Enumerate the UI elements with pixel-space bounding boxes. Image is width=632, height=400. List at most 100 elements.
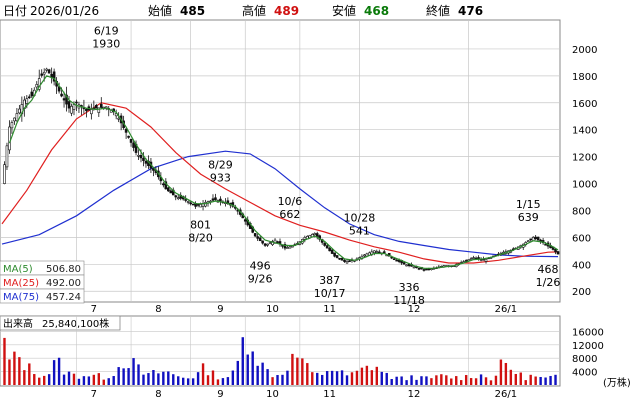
- volume-bar: [226, 377, 230, 385]
- candle: [186, 200, 190, 205]
- annotation-value: 801: [190, 218, 211, 231]
- candle-down: [28, 96, 31, 99]
- volume-bar: [82, 376, 86, 385]
- volume-bar: [380, 371, 383, 385]
- annotation-date: 1/15: [516, 198, 541, 211]
- candle-up: [526, 240, 530, 243]
- legend-box: [0, 288, 85, 304]
- volume-bar: [395, 376, 398, 385]
- volume-bar: [291, 353, 294, 385]
- candle-down: [253, 233, 257, 237]
- candle: [189, 200, 192, 206]
- candle-up: [313, 233, 317, 236]
- annotation-value: 639: [518, 211, 539, 224]
- candle: [167, 186, 170, 192]
- candle: [343, 259, 346, 263]
- annotation-date: 6/19: [94, 24, 119, 37]
- volume-bar: [52, 360, 56, 385]
- candle-down: [132, 142, 135, 148]
- volume-bar: [107, 378, 110, 385]
- candle: [373, 250, 376, 256]
- candle-up: [199, 204, 202, 208]
- candle: [253, 233, 257, 238]
- annotation-date: 1/26: [536, 276, 561, 289]
- annotation-value: 933: [210, 172, 231, 185]
- price-tick-label: 2000: [572, 45, 597, 56]
- volume-month-label: 10: [266, 389, 279, 400]
- candle: [556, 250, 560, 255]
- volume-bar: [256, 365, 259, 385]
- volume-grid: [0, 316, 560, 386]
- volume-bar: [544, 377, 547, 385]
- volume-bar: [72, 373, 76, 385]
- candle: [169, 189, 173, 194]
- open-label: 始値: [148, 3, 172, 18]
- candle: [266, 243, 269, 247]
- candle-down: [534, 236, 537, 240]
- candle-down: [276, 241, 279, 243]
- candle-up: [137, 154, 140, 157]
- month-label: 11: [323, 304, 336, 315]
- candle: [261, 240, 264, 245]
- volume-bar: [157, 373, 160, 385]
- volume-bar: [97, 373, 101, 385]
- close-value: 476: [458, 4, 483, 18]
- candle-down: [142, 157, 145, 161]
- volume-bar: [410, 375, 413, 385]
- annotation-value: 387: [319, 274, 340, 287]
- candle-up: [288, 246, 292, 249]
- volume-bar: [400, 376, 403, 385]
- price-tick-label: 1800: [572, 72, 597, 83]
- candle-up: [286, 247, 289, 249]
- volume-bar: [117, 367, 120, 385]
- candle-down: [392, 258, 396, 261]
- candle: [335, 255, 339, 259]
- annotation-date: 11/18: [393, 294, 425, 307]
- candle: [30, 87, 34, 99]
- volume-bar: [489, 380, 493, 385]
- volume-bar: [77, 378, 81, 385]
- legend-item: MA(5) 506.80: [0, 260, 85, 276]
- candle: [129, 138, 133, 147]
- volume-bar: [216, 379, 220, 385]
- candle: [3, 161, 6, 185]
- volume-month-label: 8: [155, 389, 161, 400]
- candle: [405, 264, 408, 267]
- candle-up: [42, 71, 46, 75]
- volume-bar: [455, 376, 458, 385]
- candle: [258, 236, 262, 242]
- high-label: 高値: [242, 3, 266, 18]
- volume-bar: [311, 372, 314, 385]
- candle: [526, 240, 530, 243]
- candle-down: [417, 267, 421, 270]
- volume-bar: [246, 354, 249, 385]
- legend-label: MA(25): [3, 278, 39, 289]
- annotation-value: 496: [250, 259, 271, 272]
- volume-bar: [122, 368, 125, 385]
- candle: [464, 259, 468, 262]
- volume-bar: [186, 378, 190, 385]
- volume-bar: [529, 374, 532, 385]
- candle-down: [214, 197, 217, 200]
- volume-bar: [142, 374, 145, 385]
- candle: [40, 69, 44, 78]
- candle-up: [176, 197, 180, 199]
- candle-down: [127, 135, 130, 138]
- candle-up: [15, 113, 19, 122]
- volume-bar: [534, 376, 537, 385]
- candle-down: [256, 236, 259, 239]
- candle-up: [97, 107, 101, 113]
- volume-bar: [440, 374, 443, 385]
- volume-label-box: [0, 315, 121, 331]
- volume-bar: [479, 374, 483, 385]
- candle: [117, 112, 120, 123]
- candle: [191, 203, 195, 206]
- candle: [333, 252, 336, 258]
- candle-down: [47, 69, 51, 74]
- volume-bar: [524, 380, 527, 385]
- candle: [303, 235, 307, 243]
- candle-up: [271, 241, 274, 245]
- candle: [37, 69, 41, 92]
